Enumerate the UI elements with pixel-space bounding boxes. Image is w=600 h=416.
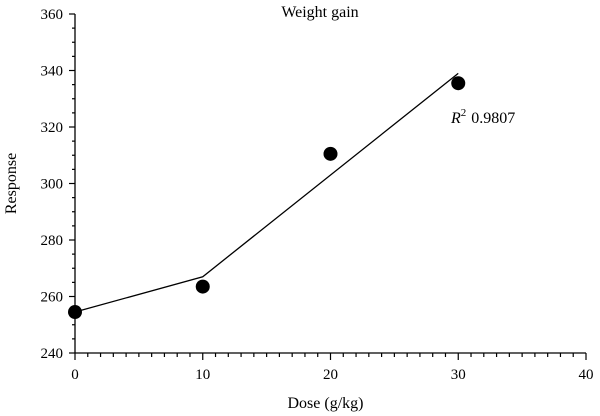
- y-tick-label: 260: [41, 290, 64, 306]
- r-superscript: 2: [461, 107, 467, 119]
- x-ticks: 0 10 20 30 40: [71, 353, 594, 383]
- x-tick-label: 40: [579, 367, 594, 383]
- x-axis-title: Dose (g/kg): [288, 395, 364, 412]
- data-point: [195, 279, 210, 294]
- y-tick-label: 240: [41, 346, 64, 362]
- data-point: [68, 305, 82, 320]
- y-tick-label: 320: [41, 120, 64, 136]
- x-tick-label: 20: [323, 367, 338, 383]
- x-tick-label: 10: [195, 367, 210, 383]
- r-label: R: [450, 110, 461, 127]
- fit-line: [74, 72, 459, 313]
- y-tick-label: 340: [41, 64, 64, 80]
- x-tick-label: 30: [451, 367, 466, 383]
- r-squared-value: 0.9807: [471, 110, 515, 127]
- r-squared-annotation: R2 0.9807: [450, 107, 515, 127]
- y-tick-label: 300: [41, 177, 64, 193]
- axes: [74, 14, 586, 354]
- chart-title: Weight gain: [281, 4, 358, 21]
- y-tick-label: 360: [41, 7, 64, 23]
- data-point: [323, 146, 338, 161]
- y-tick-label: 280: [41, 233, 64, 249]
- data-points: [68, 76, 466, 320]
- x-tick-label: 0: [71, 367, 79, 383]
- y-axis-title: Response: [3, 153, 20, 214]
- data-point: [451, 76, 466, 91]
